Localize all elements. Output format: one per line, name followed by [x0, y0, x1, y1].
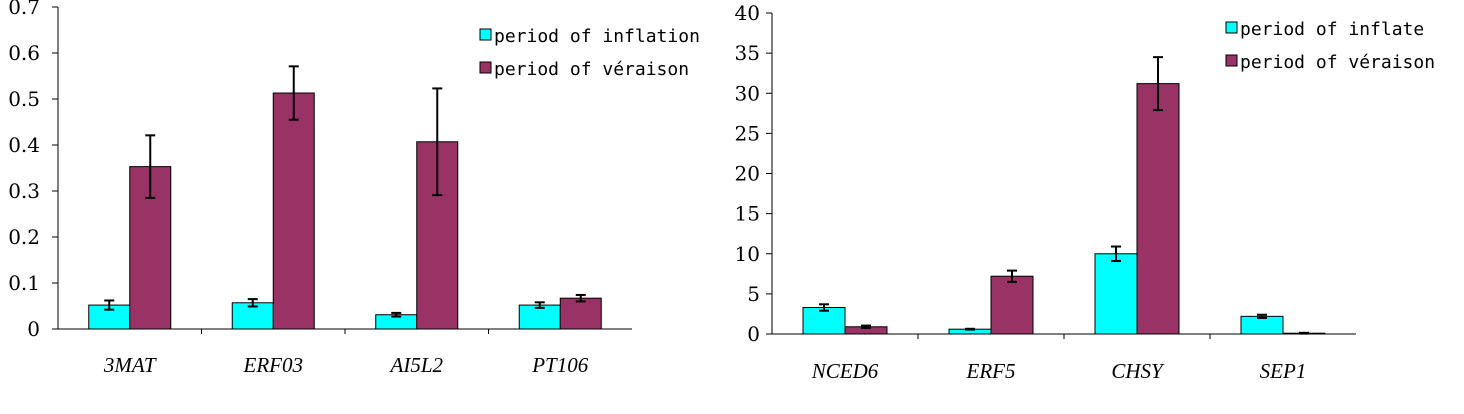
- category-label: ERF03: [243, 353, 303, 377]
- legend-swatch: [1225, 21, 1238, 34]
- y-tick-label: 0.3: [8, 179, 40, 203]
- category-label: NCED6: [811, 359, 879, 383]
- y-tick-label: 35: [735, 41, 760, 65]
- y-tick-label: 0.6: [8, 41, 40, 65]
- category-label: AI5L2: [389, 353, 444, 377]
- legend-swatch: [479, 61, 492, 74]
- y-tick-label: 0.2: [8, 225, 40, 249]
- category-label: CHSY: [1111, 359, 1165, 383]
- y-tick-label: 0.4: [8, 133, 40, 157]
- category-label: SEP1: [1260, 359, 1307, 383]
- y-tick-label: 20: [735, 162, 760, 186]
- y-tick-label: 0: [27, 317, 40, 341]
- bar-veraison: [272, 92, 315, 330]
- legend-label: period of véraison: [494, 59, 689, 80]
- chart-left: 0 0.1 0.2 0.3 0.4 0.5 0.6 0.7 3MAT ERF03 AI5L2 PT10…: [8, 0, 700, 377]
- y-tick-label: 5: [747, 282, 760, 306]
- bar-inflation: [1094, 253, 1138, 335]
- y-tick-label: 0: [747, 322, 760, 346]
- category-label: ERF5: [966, 359, 1016, 383]
- legend-label: period of véraison: [1240, 52, 1435, 73]
- bar-veraison: [990, 275, 1034, 335]
- y-tick-label: 0.5: [8, 87, 40, 111]
- category-label: 3MAT: [103, 353, 157, 377]
- y-tick-label: 0.1: [8, 271, 40, 295]
- chart-right: 0 5 10 15 20 25 30 35 40 NCED6 ERF5 CHSY SEP1 period …: [735, 1, 1436, 383]
- y-tick-label: 40: [735, 1, 760, 25]
- bar-veraison: [559, 297, 602, 330]
- legend-label: period of inflate: [1240, 19, 1424, 40]
- y-tick-label: 30: [735, 81, 760, 105]
- legend-label: period of inflation: [494, 26, 700, 47]
- bar-veraison: [1136, 83, 1180, 335]
- y-tick-label: 0.7: [8, 0, 40, 19]
- y-tick-label: 15: [735, 202, 760, 226]
- bar-inflation: [1240, 315, 1284, 335]
- legend-swatch: [1225, 54, 1238, 67]
- legend-swatch: [479, 28, 492, 41]
- y-tick-label: 25: [735, 121, 760, 145]
- category-label: PT106: [531, 353, 589, 377]
- y-tick-label: 10: [735, 242, 760, 266]
